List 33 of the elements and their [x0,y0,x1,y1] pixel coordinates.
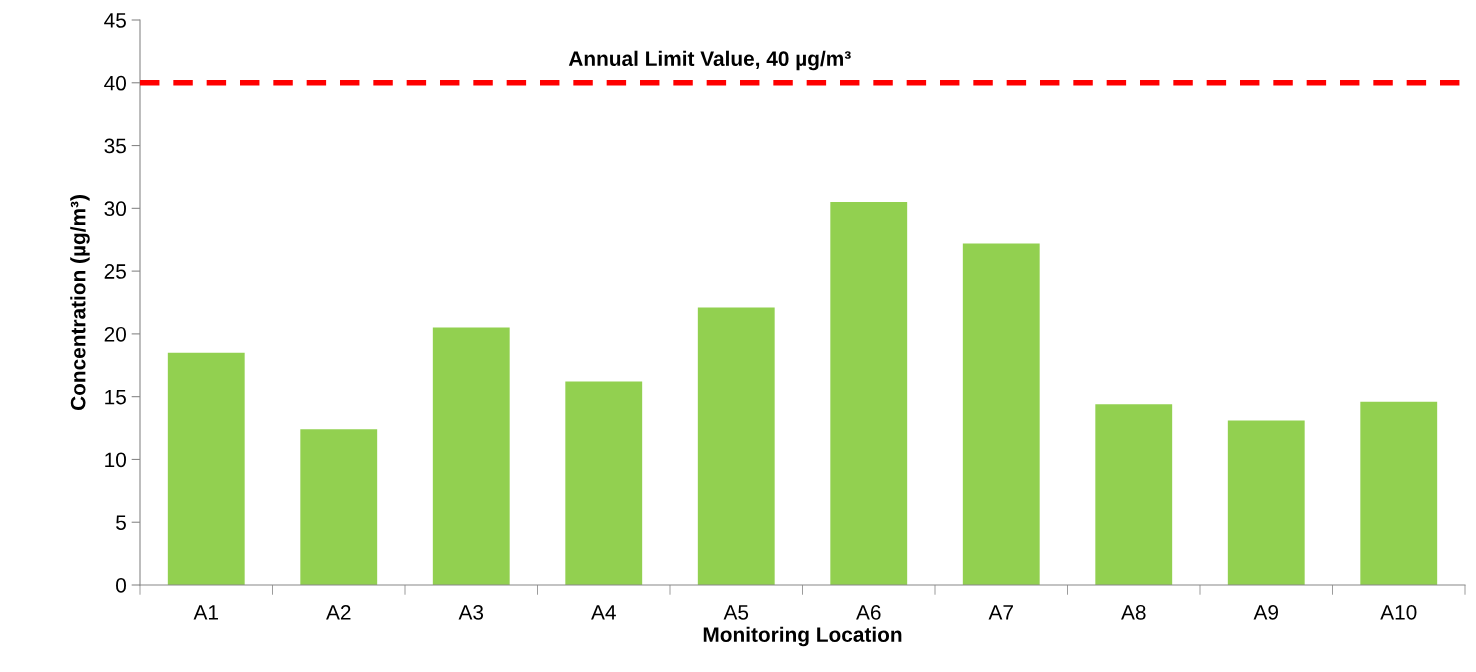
bar [1227,420,1305,585]
y-tick-label: 15 [105,389,126,405]
y-tick-label: 45 [104,13,126,28]
x-tick-label: A4 [591,605,616,620]
bar [432,327,510,585]
y-tick-label: 40 [104,75,126,91]
x-axis-title: Monitoring Location [703,626,902,647]
y-tick-label: 5 [116,515,126,530]
bar [167,352,245,585]
bar [1360,401,1438,585]
x-tick-label: A5 [723,605,749,620]
x-tick-label: A3 [458,604,484,620]
y-tick-label: 0 [116,578,126,593]
x-tick-label: A6 [856,604,881,620]
x-tick-label: A1 [193,605,218,620]
x-tick-label: A8 [1121,604,1146,620]
bar [1095,404,1173,585]
bar [300,429,378,585]
y-axis-title: Concentration (µg/m³) [70,195,90,411]
y-tick-label: 20 [104,326,126,342]
x-tick-label: A10 [1380,604,1417,620]
y-tick-label: 35 [104,138,126,154]
x-tick-label: A9 [1253,604,1278,620]
y-tick-label: 25 [104,264,126,279]
x-tick-label: A2 [326,604,351,620]
x-tick-label: A7 [988,605,1013,620]
bar [565,381,643,585]
y-tick-label: 30 [104,201,126,217]
bar [962,243,1040,585]
y-tick-label: 10 [105,452,126,468]
bar [830,202,908,585]
ref-line-label: Annual Limit Value, 40 µg/m³ [568,50,851,71]
bar [697,307,775,585]
